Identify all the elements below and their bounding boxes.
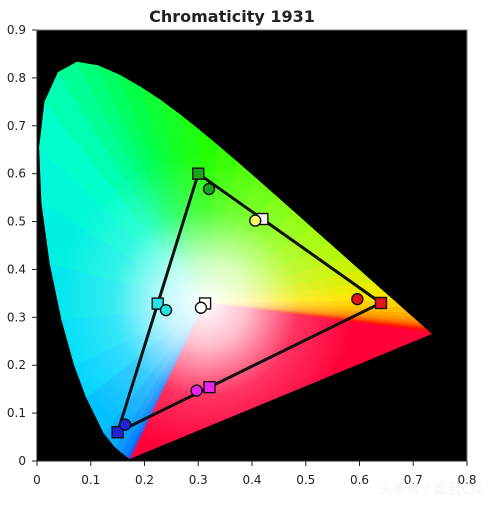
x-tick-label: 0.1 [81, 473, 100, 487]
circle-marker [249, 214, 262, 227]
circle-marker [159, 303, 173, 317]
x-tick-label: 0 [33, 473, 41, 487]
y-tick-label: 0 [18, 454, 26, 468]
x-tick-label: 0.3 [189, 473, 208, 487]
circle-marker [190, 384, 203, 397]
x-tick-label: 0.4 [242, 473, 261, 487]
y-tick-label: 0.6 [7, 167, 26, 181]
y-tick-label: 0.4 [7, 262, 26, 276]
circle-marker [351, 292, 364, 306]
circle-marker [202, 182, 216, 196]
square-marker [151, 297, 164, 310]
square-marker [111, 426, 124, 439]
y-tick-label: 0.8 [7, 71, 26, 85]
x-tick-label: 0.2 [135, 473, 154, 487]
x-tick-label: 0.7 [404, 473, 423, 487]
square-marker [203, 380, 216, 394]
y-axis-ticks: 0 0.1 0.2 0.3 0.4 0.5 0.6 0.7 0.8 0.9 [7, 23, 37, 468]
square-marker [192, 167, 205, 180]
y-tick-label: 0.2 [7, 358, 26, 372]
x-tick-label: 0.6 [350, 473, 369, 487]
circle-marker [118, 418, 132, 431]
y-tick-label: 0.3 [7, 310, 26, 324]
watermark-text: 头条号 / 影音CN [378, 481, 482, 498]
chart-title: Chromaticity 1931 [149, 7, 315, 26]
y-tick-label: 0.9 [7, 23, 26, 37]
x-axis-ticks: 0 0.1 0.2 0.3 0.4 0.5 0.6 0.7 0.8 [33, 461, 477, 487]
x-tick-label: 0.8 [457, 473, 476, 487]
y-tick-label: 0.7 [7, 119, 26, 133]
gamut-markers-layer [111, 167, 388, 439]
square-marker [374, 296, 388, 310]
y-tick-label: 0.5 [7, 215, 26, 229]
circle-marker [194, 301, 208, 314]
y-tick-label: 0.1 [7, 406, 26, 420]
x-tick-label: 0.5 [296, 473, 315, 487]
